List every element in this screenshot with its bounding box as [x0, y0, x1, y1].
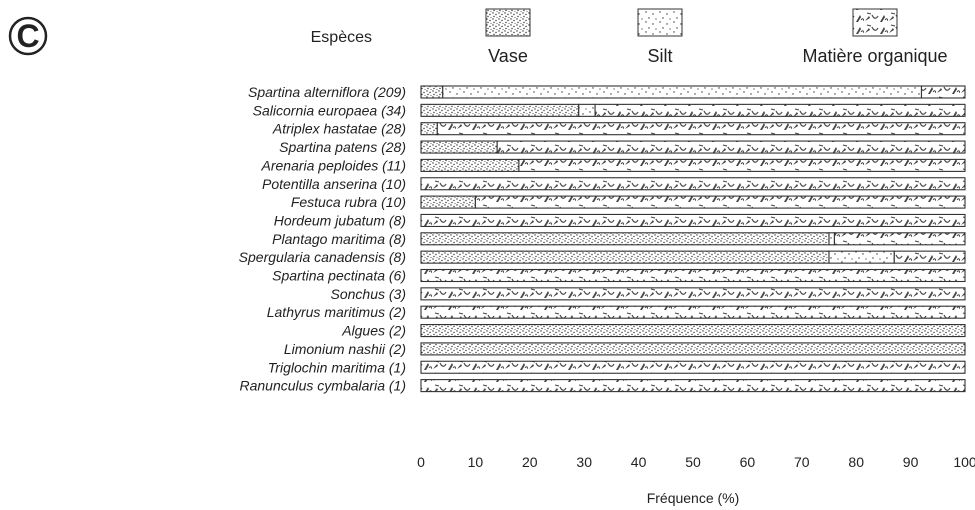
- category-label-10: Spartina pectinata (6): [272, 268, 406, 284]
- category-label-16: Ranunculus cymbalaria (1): [239, 378, 406, 394]
- bar-vase-9: [420, 250, 830, 264]
- bar-vase-0: [420, 85, 444, 99]
- x-tick-label-60: 60: [740, 454, 756, 470]
- bar-matiere-organique-10: [420, 268, 966, 283]
- bar-matiere-organique-8: [833, 232, 966, 246]
- bar-matiere-organique-5: [420, 177, 966, 191]
- bar-matiere-organique-0: [920, 85, 966, 99]
- bar-vase-1: [420, 103, 580, 117]
- bar-vase-3: [420, 140, 498, 154]
- category-label-6: Festuca rubra (10): [291, 194, 406, 210]
- bar-silt-1: [578, 103, 596, 117]
- category-labels: Spartina alterniflora (209) Salicornia eu…: [239, 84, 406, 394]
- x-tick-label-50: 50: [685, 454, 701, 470]
- category-label-5: Potentilla anserina (10): [262, 176, 406, 192]
- category-label-2: Atriplex hastatae (28): [272, 121, 406, 137]
- bars-group: [420, 85, 966, 393]
- bar-silt-8: [828, 232, 835, 246]
- bar-matiere-organique-1: [594, 103, 966, 117]
- category-label-0: Spartina alterniflora (209): [248, 84, 406, 100]
- category-label-1: Salicornia europaea (34): [253, 102, 406, 118]
- category-label-4: Arenaria peploides (11): [261, 157, 407, 173]
- bar-matiere-organique-2: [436, 122, 966, 136]
- bar-matiere-organique-16: [420, 379, 966, 393]
- legend-title: Espèces: [311, 29, 372, 46]
- bar-matiere-organique-15: [420, 360, 966, 374]
- bar-matiere-organique-9: [893, 250, 966, 264]
- category-label-7: Hordeum jubatum (8): [274, 212, 406, 228]
- category-label-15: Triglochin maritima (1): [268, 359, 406, 375]
- legend-swatch-vase: [485, 8, 531, 37]
- bar-vase-6: [420, 195, 476, 209]
- bar-vase-2: [420, 122, 438, 136]
- category-label-14: Limonium nashii (2): [284, 341, 406, 357]
- bar-vase-13: [420, 323, 966, 338]
- legend-label-silt: Silt: [647, 46, 672, 66]
- category-label-9: Spergularia canadensis (8): [239, 249, 406, 265]
- x-tick-label-30: 30: [576, 454, 592, 470]
- x-axis: 0 10 20 30 40 50 60 70 80 90 100: [417, 454, 975, 470]
- x-tick-label-40: 40: [631, 454, 647, 470]
- x-tick-label-90: 90: [903, 454, 919, 470]
- bar-matiere-organique-11: [420, 287, 966, 301]
- category-label-11: Sonchus (3): [331, 286, 406, 302]
- x-tick-label-20: 20: [522, 454, 538, 470]
- bar-matiere-organique-7: [420, 213, 966, 227]
- category-label-13: Algues (2): [341, 323, 406, 339]
- bar-silt-0: [442, 85, 923, 99]
- legend-swatch-silt: [637, 8, 683, 37]
- legend-label-vase: Vase: [488, 46, 528, 66]
- x-tick-label-70: 70: [794, 454, 810, 470]
- x-tick-label-10: 10: [468, 454, 484, 470]
- bar-silt-9: [828, 250, 895, 264]
- x-tick-label-0: 0: [417, 454, 425, 470]
- category-label-8: Plantago maritima (8): [272, 231, 406, 247]
- legend-label-matiere-organique: Matière organique: [802, 46, 947, 66]
- legend-swatch-matiere-organique: [852, 8, 898, 37]
- bar-vase-8: [420, 232, 830, 246]
- bar-matiere-organique-4: [518, 158, 966, 172]
- x-tick-label-100: 100: [953, 454, 975, 470]
- bar-matiere-organique-6: [474, 195, 966, 209]
- panel-letter-circle: [8, 16, 48, 56]
- panel-letter: C: [16, 18, 39, 54]
- bar-vase-4: [420, 158, 520, 172]
- bar-vase-14: [420, 342, 966, 356]
- x-tick-label-80: 80: [848, 454, 864, 470]
- bar-matiere-organique-12: [420, 305, 966, 319]
- category-label-3: Spartina patens (28): [279, 139, 406, 155]
- bar-matiere-organique-3: [496, 140, 966, 154]
- panel-letter-badge: C: [8, 16, 48, 56]
- category-label-12: Lathyrus maritimus (2): [267, 304, 406, 320]
- legend: Espèces Vase Silt Matière organique: [311, 8, 948, 66]
- x-axis-title: Fréquence (%): [647, 490, 740, 506]
